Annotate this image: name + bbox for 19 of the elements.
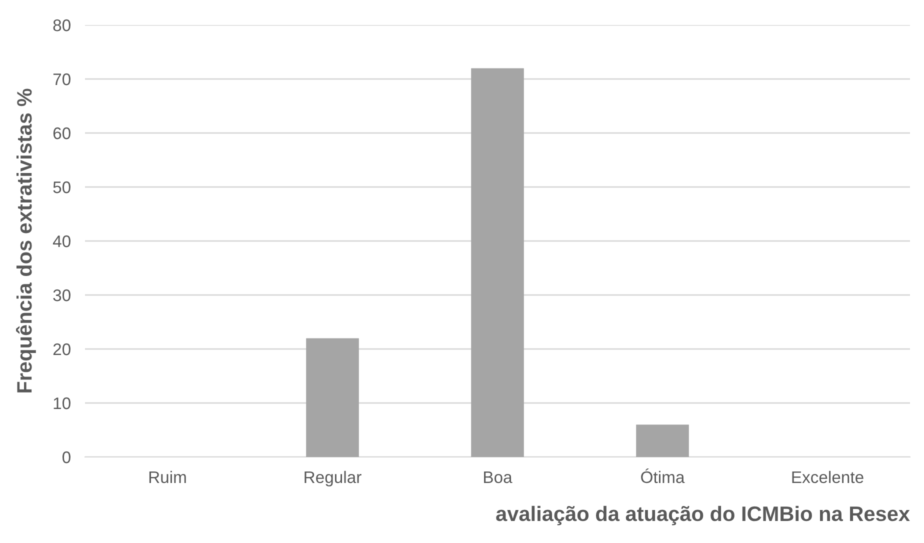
y-tick-label: 60 xyxy=(53,127,70,140)
bar xyxy=(471,68,524,457)
x-tick-label: Boa xyxy=(484,472,512,484)
bar xyxy=(306,338,359,457)
y-tick-label: 40 xyxy=(52,235,70,248)
y-tick-label: 30 xyxy=(53,289,70,302)
y-tick-label: 50 xyxy=(53,181,70,194)
x-tick-label: Ruim xyxy=(149,470,186,484)
x-tick-label: Regular xyxy=(304,470,362,486)
bar xyxy=(636,424,689,457)
y-tick-label: 70 xyxy=(53,73,70,86)
y-axis-title: Frequência dos extrativistas % xyxy=(16,88,36,392)
x-tick-label: Excelente xyxy=(792,470,864,484)
x-axis-title: avaliação da atuação do ICMBio na Resex xyxy=(496,506,910,526)
y-tick-label: 20 xyxy=(53,343,70,356)
y-tick-label: 10 xyxy=(54,397,70,410)
x-tick-label: Ótima xyxy=(641,468,685,484)
y-tick-label: 80 xyxy=(53,19,70,32)
y-tick-label: 0 xyxy=(62,451,70,464)
